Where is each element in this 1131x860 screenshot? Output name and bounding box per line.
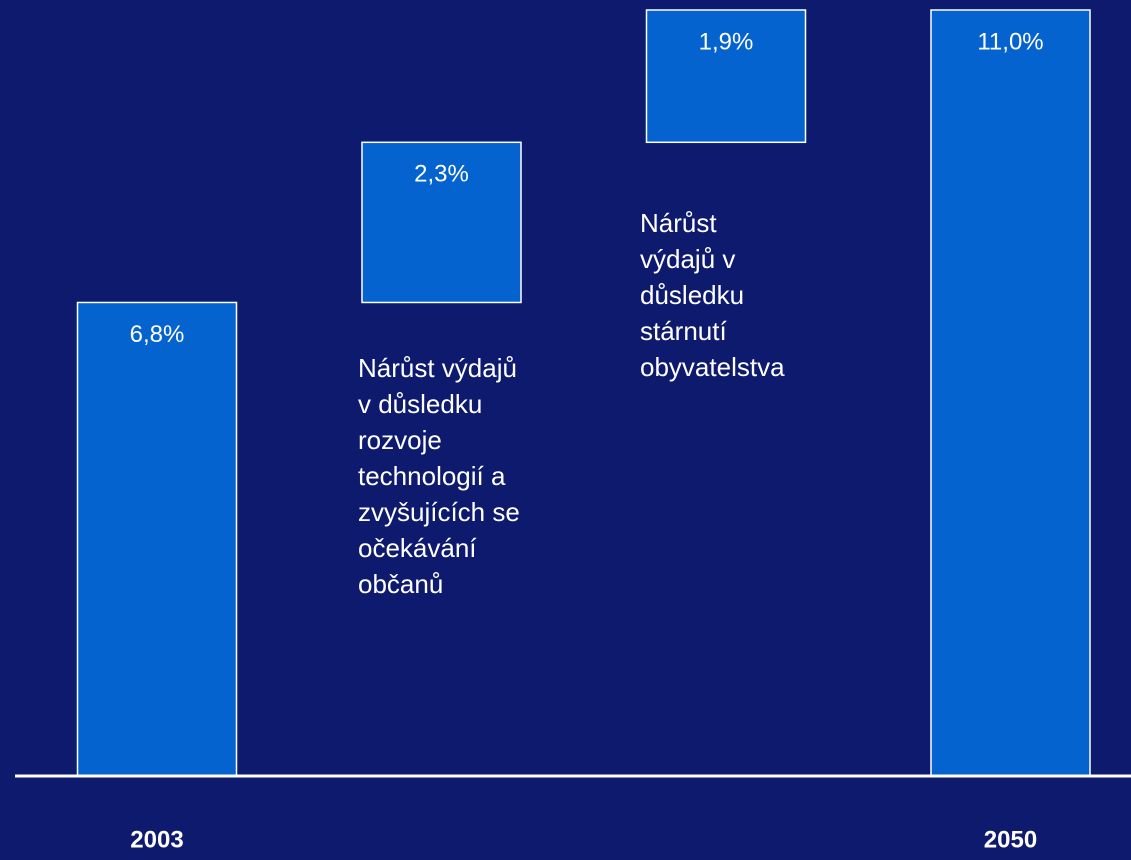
bar [930, 9, 1091, 777]
annotation: Nárůst výdajů v důsledku rozvoje technol… [358, 353, 520, 599]
bar [645, 9, 807, 144]
x-tick-label: 2003 [130, 826, 183, 853]
value-label: 1,9% [699, 28, 754, 55]
value-label: 2,3% [414, 161, 469, 188]
bar [361, 141, 522, 304]
annotation: Nárůst výdajů v důsledku stárnutí obyvat… [640, 208, 785, 382]
value-label: 11,0% [977, 28, 1043, 55]
value-label: 6,8% [130, 321, 185, 348]
bar [76, 301, 238, 777]
x-tick-label: 2050 [984, 826, 1037, 853]
